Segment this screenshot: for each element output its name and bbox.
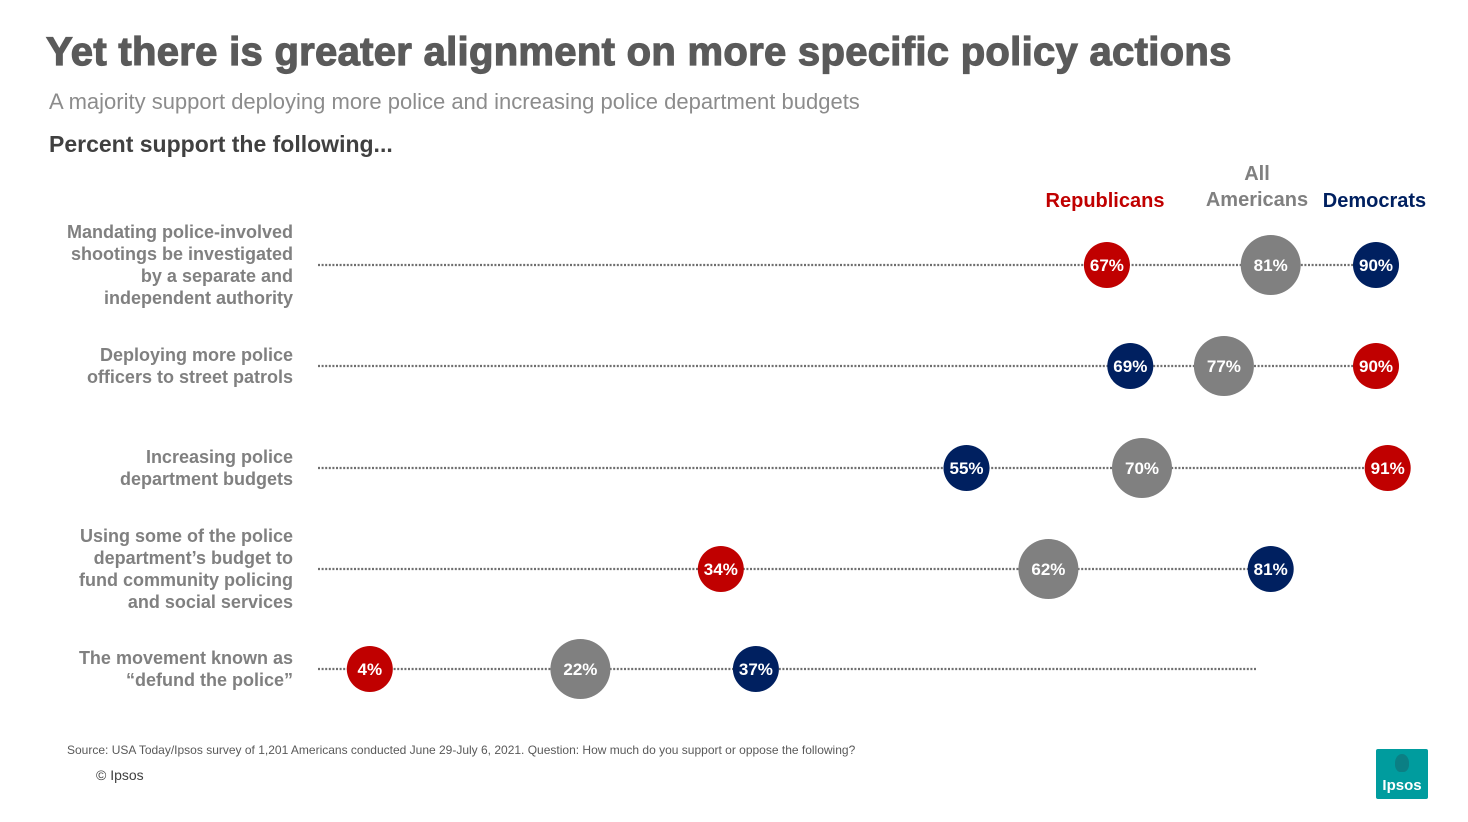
dot-republicans: 34% — [697, 546, 744, 592]
page-title: Yet there is greater alignment on more s… — [45, 29, 1232, 74]
page-subtitle: A majority support deploying more police… — [49, 89, 860, 114]
row-label-line: independent authority — [104, 288, 293, 308]
dot-marker-all — [550, 639, 611, 699]
legend-all-line: Americans — [1205, 189, 1309, 211]
legend-democrats: Democrats — [1312, 188, 1437, 214]
ipsos-logo: Ipsos — [1376, 749, 1428, 799]
legend-republicans-line: Republicans — [1045, 190, 1165, 212]
dot-democrats: 69% — [1107, 343, 1154, 389]
row-label-line: by a separate and — [140, 266, 293, 286]
row-label: Deploying more police officers to street … — [43, 344, 293, 388]
dot-label-democrats: 81% — [1254, 560, 1288, 579]
dot-marker-republicans — [1083, 242, 1130, 288]
dot-democrats: 55% — [943, 445, 990, 491]
row-label-line: “defund the police” — [125, 670, 293, 690]
row-label-line: shootings be investigated — [70, 244, 293, 264]
source-note: Source: USA Today/Ipsos survey of 1,201 … — [67, 743, 856, 757]
dot-label-democrats: 37% — [739, 660, 773, 679]
dot-label-all: 77% — [1207, 357, 1241, 376]
dot-label-republicans: 34% — [704, 560, 738, 579]
logo-mark-icon — [1395, 754, 1409, 772]
dot-label-republicans: 91% — [1371, 459, 1405, 478]
row-label-line: officers to street patrols — [86, 367, 293, 387]
dot-marker-republicans — [346, 646, 393, 692]
row-label: The movement known as “defund the police” — [43, 647, 293, 691]
dot-republicans: 4% — [346, 646, 393, 692]
dot-marker-democrats — [732, 646, 779, 692]
copyright-text: © Ipsos — [96, 767, 144, 783]
dot-marker-democrats — [1353, 242, 1399, 288]
legend-democrats-line: Democrats — [1322, 190, 1427, 212]
dot-all: 22% — [550, 639, 611, 699]
row-label-line: department’s budget to — [93, 548, 293, 568]
dot-all: 77% — [1193, 336, 1254, 396]
row-label-line: and social services — [127, 592, 293, 612]
dot-all: 62% — [1018, 539, 1079, 599]
dot-marker-all — [1018, 539, 1079, 599]
dot-democrats: 37% — [732, 646, 779, 692]
dot-all: 70% — [1112, 438, 1172, 498]
legend-all-line: All — [1244, 163, 1270, 185]
dot-marker-all — [1193, 336, 1254, 396]
dot-marker-all — [1240, 235, 1301, 295]
dot-marker-republicans — [1364, 445, 1411, 491]
legend-republicans: Republicans — [1030, 188, 1180, 214]
dot-label-all: 70% — [1125, 459, 1159, 478]
row-label-line: Using some of the police — [79, 526, 293, 546]
dot-label-republicans: 67% — [1090, 256, 1124, 275]
logo-text: Ipsos — [1382, 777, 1422, 794]
dot-republicans: 90% — [1353, 343, 1399, 389]
row-label-line: The movement known as — [78, 648, 293, 668]
row-label-line: fund community policing — [79, 570, 293, 590]
row-label: Increasing police department budgets — [43, 446, 293, 490]
dot-republicans: 67% — [1083, 242, 1130, 288]
dot-all: 81% — [1240, 235, 1301, 295]
dot-label-all: 22% — [563, 660, 597, 679]
row-label: Mandating police-involved shootings be in… — [43, 221, 293, 309]
dot-democrats: 90% — [1353, 242, 1399, 288]
dot-marker-democrats — [1247, 546, 1294, 592]
dot-label-democrats: 55% — [949, 459, 983, 478]
row-label-line: Increasing police — [145, 447, 293, 467]
dot-marker-democrats — [1107, 343, 1154, 389]
row-label-line: Mandating police-involved — [66, 222, 293, 242]
dot-democrats: 81% — [1247, 546, 1294, 592]
dot-marker-republicans — [697, 546, 744, 592]
row-label-line: Deploying more police — [99, 345, 293, 365]
dot-label-republicans: 90% — [1359, 357, 1393, 376]
chart-question: Percent support the following... — [49, 131, 393, 157]
dot-label-all: 81% — [1254, 256, 1288, 275]
row-label: Using some of the police department’s bud… — [43, 525, 293, 613]
dot-label-democrats: 69% — [1113, 357, 1147, 376]
dot-marker-all — [1112, 438, 1172, 498]
dot-label-democrats: 90% — [1359, 256, 1393, 275]
legend-all: All Americans — [1196, 161, 1318, 213]
dot-marker-republicans — [1353, 343, 1399, 389]
row-label-line: department budgets — [119, 469, 293, 489]
dot-republicans: 91% — [1364, 445, 1411, 491]
dot-label-republicans: 4% — [358, 660, 383, 679]
dot-plot-chart: 67% 81% 90% 69% 77% 90% 55% 70% 91% 34% 62% 81% 4% 22… — [318, 235, 1411, 699]
dot-marker-democrats — [943, 445, 990, 491]
dot-label-all: 62% — [1031, 560, 1065, 579]
